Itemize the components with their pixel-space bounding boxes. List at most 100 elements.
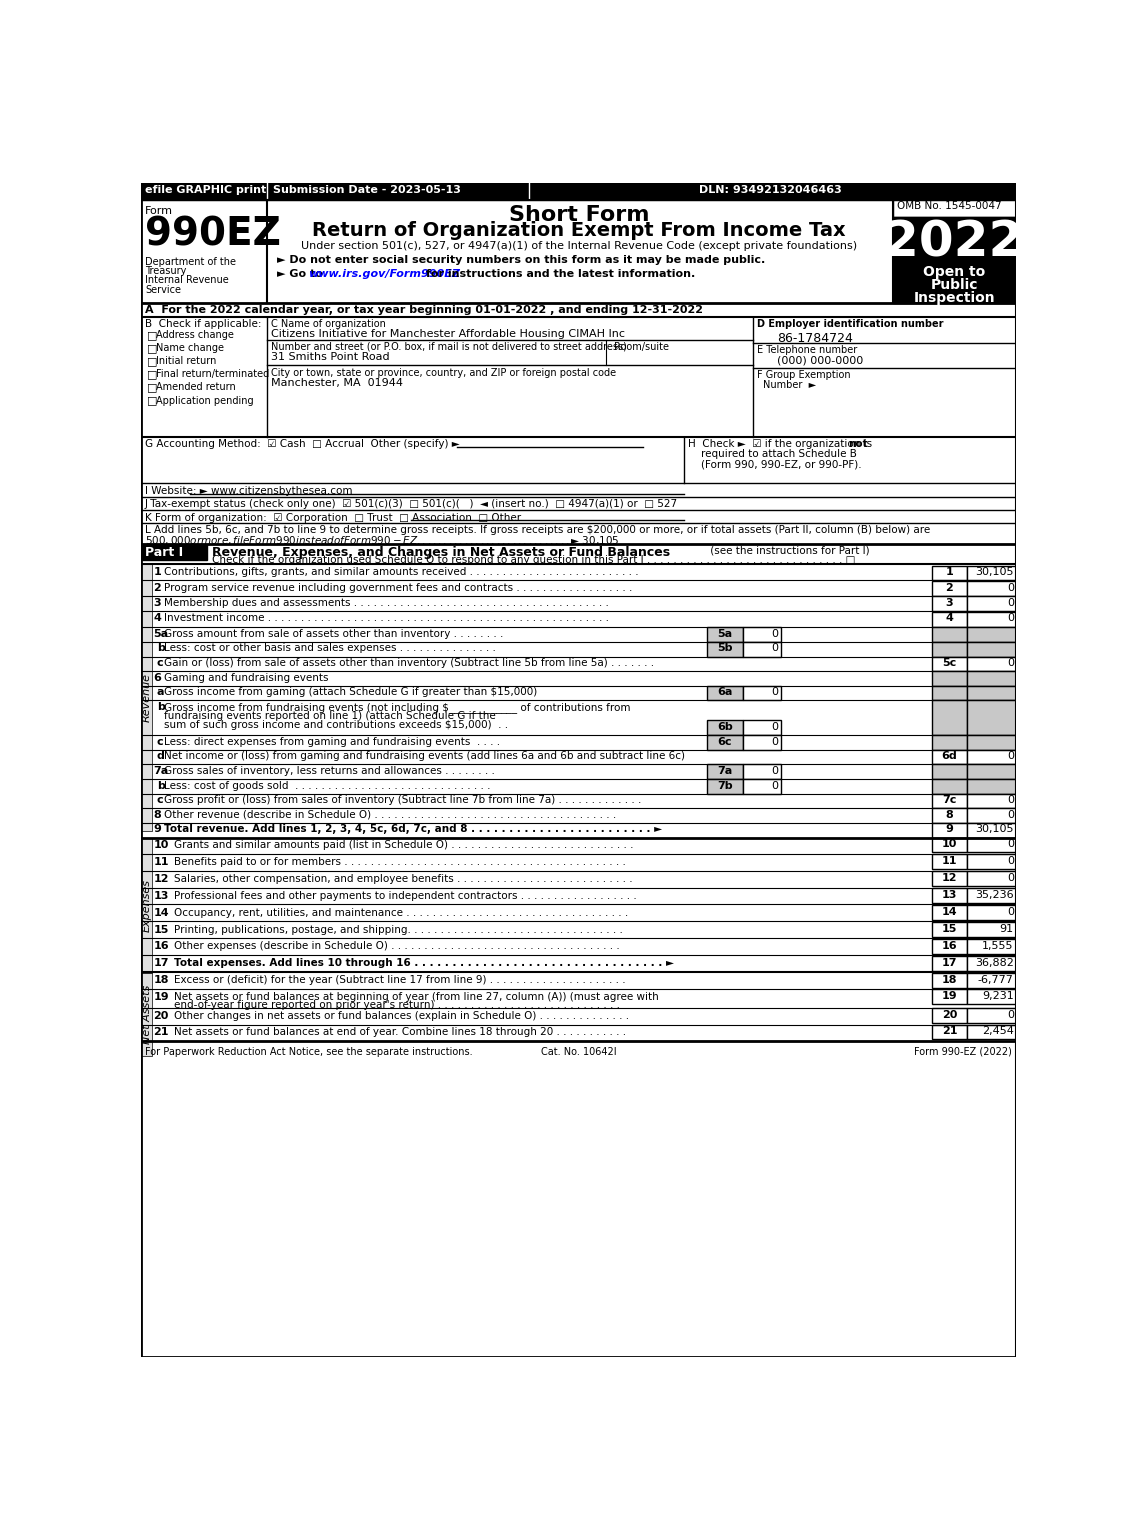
Text: 16: 16 bbox=[942, 941, 957, 950]
Text: 6d: 6d bbox=[942, 752, 957, 761]
Bar bbox=[968, 596, 1016, 612]
Text: 0: 0 bbox=[1007, 810, 1014, 820]
Text: Final return/terminated: Final return/terminated bbox=[156, 369, 269, 380]
Text: 6c: 6c bbox=[717, 737, 732, 747]
Text: Part I: Part I bbox=[145, 546, 183, 558]
Bar bbox=[931, 700, 968, 735]
Text: H  Check ►  ☑ if the organization is: H Check ► ☑ if the organization is bbox=[688, 439, 875, 450]
Text: 12: 12 bbox=[154, 874, 169, 883]
Bar bbox=[893, 200, 1016, 217]
Text: a: a bbox=[157, 688, 164, 697]
Text: Printing, publications, postage, and shipping. . . . . . . . . . . . . . . . . .: Printing, publications, postage, and shi… bbox=[174, 924, 622, 935]
Bar bbox=[931, 566, 968, 581]
Text: G Accounting Method:  ☑ Cash  □ Accrual  Other (specify) ►: G Accounting Method: ☑ Cash □ Accrual Ot… bbox=[145, 439, 460, 450]
Text: 1: 1 bbox=[154, 567, 161, 578]
Text: Excess or (deficit) for the year (Subtract line 17 from line 9) . . . . . . . . : Excess or (deficit) for the year (Subtra… bbox=[174, 976, 625, 985]
Bar bbox=[707, 686, 743, 700]
Bar bbox=[968, 750, 1016, 764]
Bar bbox=[968, 973, 1016, 988]
Text: City or town, state or province, country, and ZIP or foreign postal code: City or town, state or province, country… bbox=[271, 368, 616, 378]
Text: 0: 0 bbox=[771, 781, 778, 790]
Text: □: □ bbox=[147, 357, 158, 366]
Bar bbox=[743, 686, 781, 700]
Text: Gain or (loss) from sale of assets other than inventory (Subtract line 5b from l: Gain or (loss) from sale of assets other… bbox=[165, 659, 655, 668]
Bar bbox=[931, 837, 968, 852]
Text: Address change: Address change bbox=[156, 329, 234, 340]
Bar bbox=[931, 854, 968, 869]
Text: 19: 19 bbox=[154, 991, 169, 1002]
Text: Room/suite: Room/suite bbox=[614, 342, 668, 352]
Text: 19: 19 bbox=[942, 991, 957, 1000]
Bar bbox=[893, 217, 1016, 262]
Bar bbox=[893, 262, 1016, 303]
Bar bbox=[968, 735, 1016, 750]
Bar bbox=[931, 671, 968, 686]
Text: Expenses: Expenses bbox=[141, 878, 151, 932]
Bar bbox=[707, 779, 743, 793]
Bar bbox=[743, 735, 781, 750]
Bar bbox=[968, 1025, 1016, 1039]
Text: Program service revenue including government fees and contracts . . . . . . . . : Program service revenue including govern… bbox=[165, 583, 632, 593]
Text: Membership dues and assessments . . . . . . . . . . . . . . . . . . . . . . . . : Membership dues and assessments . . . . … bbox=[165, 598, 610, 608]
Bar bbox=[931, 750, 968, 764]
Text: □: □ bbox=[147, 369, 158, 380]
Text: 0: 0 bbox=[1007, 613, 1014, 624]
Text: Form: Form bbox=[145, 206, 173, 217]
Text: Gross sales of inventory, less returns and allowances . . . . . . . .: Gross sales of inventory, less returns a… bbox=[165, 766, 496, 776]
Text: (000) 000-0000: (000) 000-0000 bbox=[777, 355, 863, 366]
Text: 14: 14 bbox=[942, 907, 957, 917]
Text: 5a: 5a bbox=[717, 628, 733, 639]
Text: Department of the: Department of the bbox=[145, 256, 236, 267]
Bar bbox=[141, 544, 207, 560]
Text: 20: 20 bbox=[154, 1011, 169, 1020]
Text: 2,454: 2,454 bbox=[982, 1026, 1014, 1035]
Text: c: c bbox=[157, 795, 164, 805]
Text: 36,882: 36,882 bbox=[975, 958, 1014, 968]
Text: Net assets or fund balances at end of year. Combine lines 18 through 20 . . . . : Net assets or fund balances at end of ye… bbox=[174, 1026, 625, 1037]
Bar bbox=[141, 564, 152, 831]
Text: C Name of organization: C Name of organization bbox=[271, 319, 386, 329]
Text: c: c bbox=[157, 659, 164, 668]
Bar bbox=[743, 642, 781, 657]
Bar bbox=[707, 720, 743, 735]
Text: 30,105: 30,105 bbox=[975, 825, 1014, 834]
Text: 6a: 6a bbox=[717, 688, 733, 697]
Bar bbox=[931, 906, 968, 920]
Text: required to attach Schedule B: required to attach Schedule B bbox=[688, 450, 857, 459]
Bar bbox=[931, 779, 968, 793]
Bar bbox=[707, 642, 743, 657]
Text: F Group Exemption: F Group Exemption bbox=[758, 371, 851, 380]
Bar bbox=[743, 720, 781, 735]
Bar bbox=[707, 735, 743, 750]
Text: 15: 15 bbox=[942, 924, 957, 933]
Text: Revenue, Expenses, and Changes in Net Assets or Fund Balances: Revenue, Expenses, and Changes in Net As… bbox=[212, 546, 671, 558]
Bar bbox=[968, 642, 1016, 657]
Text: 4: 4 bbox=[945, 613, 953, 624]
Text: 21: 21 bbox=[942, 1026, 957, 1035]
Text: Internal Revenue: Internal Revenue bbox=[145, 276, 229, 285]
Bar bbox=[931, 808, 968, 824]
Bar bbox=[968, 889, 1016, 903]
Text: 16: 16 bbox=[154, 941, 169, 952]
Text: Other revenue (describe in Schedule O) . . . . . . . . . . . . . . . . . . . . .: Other revenue (describe in Schedule O) .… bbox=[165, 810, 616, 820]
Text: 2022: 2022 bbox=[884, 218, 1024, 267]
Text: 11: 11 bbox=[154, 857, 169, 866]
Text: 9: 9 bbox=[945, 825, 953, 834]
Text: (Form 990, 990-EZ, or 990-PF).: (Form 990, 990-EZ, or 990-PF). bbox=[688, 459, 861, 470]
Text: 11: 11 bbox=[942, 856, 957, 866]
Text: 31 Smiths Point Road: 31 Smiths Point Road bbox=[271, 352, 390, 361]
Text: 10: 10 bbox=[942, 839, 957, 849]
Text: Less: direct expenses from gaming and fundraising events  . . . .: Less: direct expenses from gaming and fu… bbox=[165, 737, 500, 747]
Text: Net Assets: Net Assets bbox=[141, 985, 151, 1045]
Text: 86-1784724: 86-1784724 bbox=[777, 332, 852, 345]
Bar bbox=[931, 735, 968, 750]
Bar bbox=[968, 764, 1016, 779]
Text: 5c: 5c bbox=[943, 659, 956, 668]
Text: fundraising events reported on line 1) (attach Schedule G if the: fundraising events reported on line 1) (… bbox=[165, 711, 496, 721]
Text: Form 990-EZ (2022): Form 990-EZ (2022) bbox=[914, 1048, 1013, 1057]
Text: 7b: 7b bbox=[717, 781, 733, 790]
Text: E Telephone number: E Telephone number bbox=[758, 346, 858, 355]
Text: 13: 13 bbox=[942, 891, 957, 900]
Text: Benefits paid to or for members . . . . . . . . . . . . . . . . . . . . . . . . : Benefits paid to or for members . . . . … bbox=[174, 857, 625, 866]
Text: Number  ►: Number ► bbox=[763, 380, 816, 390]
